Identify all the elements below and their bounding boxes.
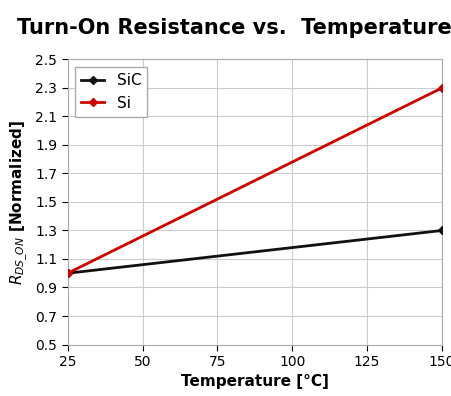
X-axis label: Temperature [°C]: Temperature [°C] <box>181 375 329 390</box>
Legend: SiC, Si: SiC, Si <box>75 67 147 117</box>
Text: Turn-On Resistance vs.  Temperature: Turn-On Resistance vs. Temperature <box>17 18 451 38</box>
Y-axis label: $R_{DS\_ON}$ [Normalized]: $R_{DS\_ON}$ [Normalized] <box>9 119 30 285</box>
